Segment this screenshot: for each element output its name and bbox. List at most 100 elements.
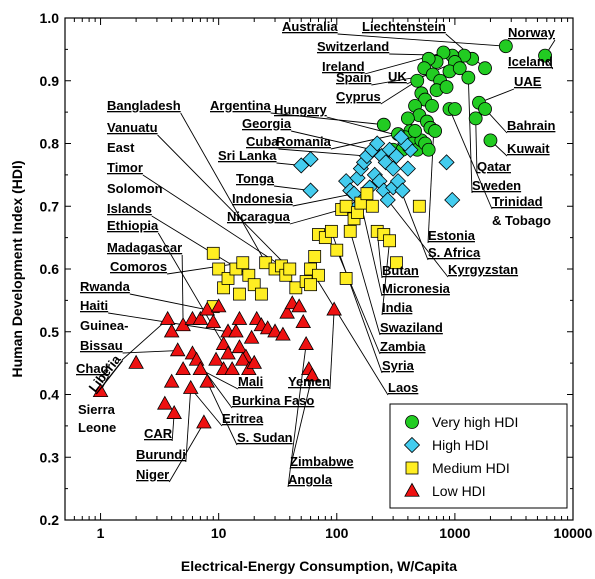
leader-line — [449, 108, 493, 210]
point-circle — [447, 102, 462, 116]
annotation-label: & Tobago — [492, 213, 551, 228]
leader-line — [349, 231, 381, 336]
point-square — [360, 187, 374, 201]
point-circle — [461, 70, 476, 85]
annotation-label: Yemen — [288, 374, 330, 389]
legend-label: Medium HDI — [432, 460, 510, 476]
point-triangle — [196, 414, 212, 429]
annotation-label: Solomon — [107, 181, 163, 196]
point-triangle — [210, 298, 227, 313]
annotation-label: Madagascar — [107, 240, 182, 255]
annotation-label: Swaziland — [380, 320, 443, 335]
point-square — [283, 262, 297, 276]
point-triangle — [169, 342, 186, 357]
point-circle — [498, 39, 513, 54]
annotation-label: Rwanda — [80, 279, 131, 294]
annotation-label: Cuba — [246, 134, 279, 149]
point-triangle — [291, 298, 307, 313]
point-triangle — [224, 361, 240, 376]
annotation-label: Angola — [288, 472, 333, 487]
point-triangle — [326, 301, 342, 316]
annotation-label: Leone — [78, 420, 116, 435]
point-diamond — [302, 151, 319, 168]
point-square — [312, 268, 325, 282]
point-square — [330, 243, 344, 257]
annotation-label: Bahrain — [507, 118, 555, 133]
annotation-label: Comoros — [110, 259, 167, 274]
leader-line — [337, 33, 506, 47]
point-square — [383, 234, 396, 248]
point-triangle — [159, 310, 176, 325]
point-diamond — [444, 191, 461, 209]
point-square — [247, 278, 261, 292]
annotation-label: East — [107, 140, 135, 155]
point-circle — [408, 124, 422, 138]
point-square — [221, 272, 235, 285]
point-triangle — [199, 373, 216, 388]
leader-line — [180, 112, 267, 263]
point-triangle — [92, 383, 109, 398]
point-square — [390, 256, 403, 270]
point-circle — [538, 48, 552, 63]
point-triangle — [205, 314, 222, 328]
point-square — [254, 287, 268, 301]
annotation-label: Eritrea — [222, 411, 264, 426]
annotation-label: Zambia — [380, 339, 426, 354]
leader-line — [291, 130, 373, 151]
point-square — [412, 199, 426, 213]
annotation-label: Burundi — [136, 447, 186, 462]
annotation-label: S. Africa — [428, 245, 481, 260]
point-square — [339, 199, 353, 213]
point-diamond — [399, 160, 416, 177]
point-diamond — [438, 154, 455, 171]
leader-line — [329, 309, 335, 390]
y-tick-label: 0.4 — [40, 387, 60, 403]
annotation-label: Cyprus — [336, 89, 381, 104]
annotation-label: Micronesia — [382, 281, 451, 296]
annotation-label: Laos — [388, 380, 418, 395]
point-triangle — [267, 323, 283, 338]
annotation-label: Vanuatu — [107, 120, 158, 135]
leader-line — [287, 344, 307, 488]
point-diamond — [369, 135, 386, 152]
leader-line — [289, 375, 313, 470]
point-triangle — [246, 354, 263, 369]
point-triangle — [163, 323, 180, 338]
legend: Very high HDI High HDI Medium HDI Low HDI — [389, 403, 568, 509]
leader-line — [142, 174, 282, 267]
y-tick-label: 0.5 — [40, 324, 60, 340]
annotation-label: Estonia — [428, 228, 476, 243]
y-tick-label: 1.0 — [40, 10, 60, 26]
point-circle — [452, 61, 467, 76]
point-square — [236, 256, 250, 270]
annotation-label: Liechtenstein — [362, 19, 446, 34]
y-tick-label: 0.9 — [40, 73, 60, 89]
annotation-label: Georgia — [242, 116, 292, 131]
y-tick-label: 0.7 — [40, 198, 60, 214]
point-square — [324, 224, 338, 238]
leader-line — [371, 74, 433, 86]
leader-line — [278, 148, 367, 157]
annotation-label: S. Sudan — [237, 430, 293, 445]
x-tick-label: 10000 — [554, 525, 593, 541]
leader-line — [206, 381, 238, 446]
point-circle — [410, 73, 425, 88]
legend-label: High HDI — [432, 437, 489, 453]
point-square — [206, 246, 220, 260]
leader-line — [129, 293, 208, 311]
annotation-label: Guinea- — [80, 318, 128, 333]
point-square — [339, 272, 353, 285]
point-diamond — [388, 147, 405, 165]
annotation-label: UAE — [514, 74, 542, 89]
leader-line — [467, 77, 473, 194]
annotation-label: Hungary — [274, 102, 328, 117]
point-circle — [425, 98, 439, 113]
leader-line — [330, 133, 399, 150]
point-diamond — [394, 182, 411, 199]
annotation-label: Syria — [382, 358, 415, 373]
point-diamond — [379, 191, 396, 209]
leader-line — [387, 199, 449, 278]
x-tick-label: 1000 — [439, 525, 470, 541]
point-triangle — [295, 314, 312, 328]
